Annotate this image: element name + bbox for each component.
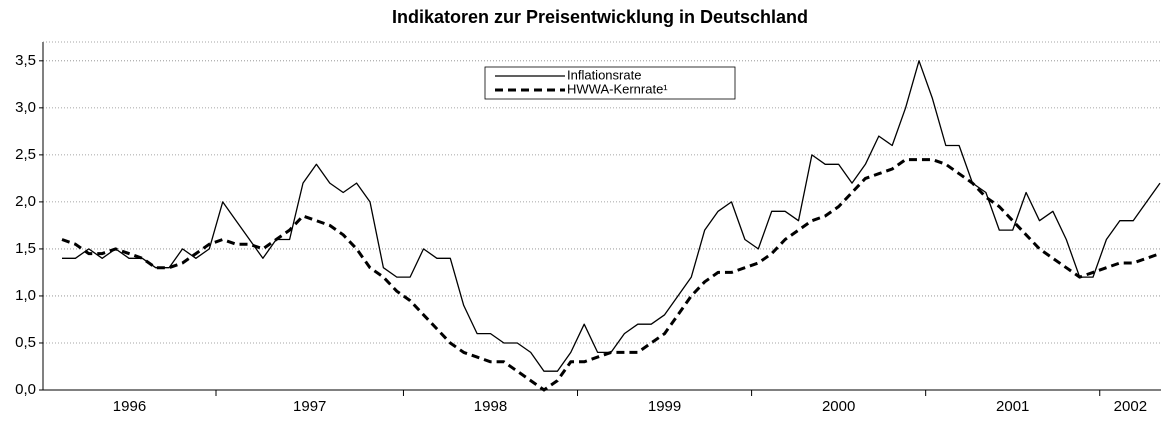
y-tick-label: 2,0 [15, 193, 36, 210]
x-tick-label: 2002 [1114, 398, 1147, 415]
y-tick-label: 2,5 [15, 146, 36, 163]
legend-box [484, 66, 736, 100]
x-tick-label: 1998 [474, 398, 507, 415]
chart-title: Indikatoren zur Preisentwicklung in Deut… [392, 7, 808, 27]
legend-label: HWWA-Kernrate¹ [567, 81, 668, 96]
y-tick-label: 3,0 [15, 99, 36, 116]
x-tick-label: 1997 [293, 398, 326, 415]
y-tick-label: 0,5 [15, 334, 36, 351]
series-line [61, 158, 1161, 392]
series-line [62, 60, 1161, 372]
y-tick-label: 1,0 [15, 287, 36, 304]
y-tick-label: 1,5 [15, 240, 36, 257]
x-tick-label: 2001 [996, 398, 1029, 415]
y-tick-label: 0,0 [15, 381, 36, 398]
x-tick-label: 1999 [648, 398, 681, 415]
x-tick-label: 2000 [822, 398, 855, 415]
y-tick-label: 3,5 [15, 52, 36, 69]
legend-label: Inflationsrate [567, 67, 641, 82]
x-tick-label: 1996 [113, 398, 146, 415]
